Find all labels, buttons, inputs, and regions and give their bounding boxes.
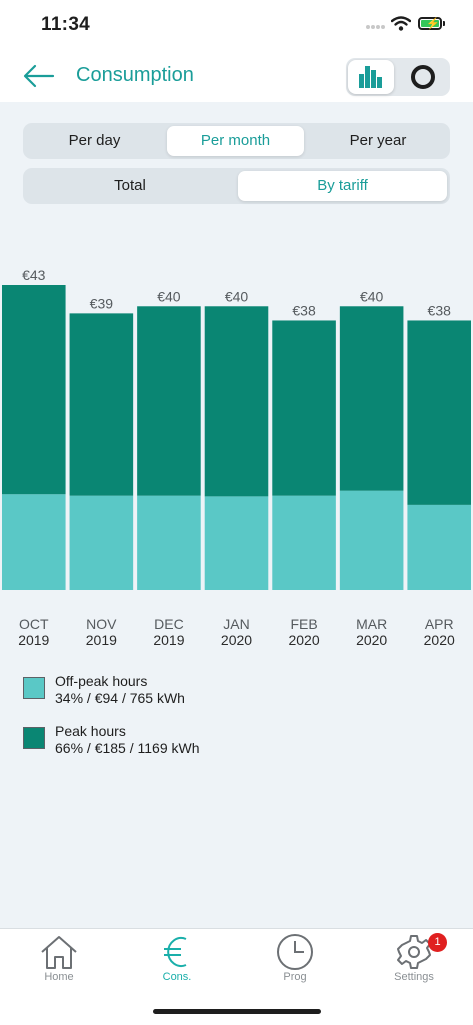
- x-tick-month: MAR: [356, 616, 387, 632]
- page-title: Consumption: [76, 64, 194, 86]
- battery-icon: ⚡: [418, 17, 442, 30]
- tab-total[interactable]: Total: [114, 177, 146, 194]
- back-arrow-icon[interactable]: [22, 63, 56, 89]
- mode-selector: Total By tariff: [23, 168, 450, 204]
- x-tick-year: 2020: [221, 632, 252, 648]
- bar-view-button[interactable]: [348, 60, 394, 94]
- off-peak-swatch: [23, 677, 45, 699]
- battery-cap: [443, 21, 445, 26]
- legend-off-peak-title: Off-peak hours: [55, 673, 148, 689]
- clock-icon: [277, 934, 313, 970]
- legend-peak-detail: 66% / €185 / 1169 kWh: [55, 740, 200, 756]
- euro-icon: [164, 937, 187, 967]
- bottom-tab-bar: Home Cons. Prog 1 Settings: [0, 928, 473, 1025]
- consumption-bar-chart: €43OCT2019€39NOV2019€40DEC2019€40JAN2020…: [2, 267, 471, 648]
- tab-cons-label: Cons.: [162, 971, 192, 983]
- bar-total-label: €38: [428, 302, 452, 318]
- status-bar: 11:34 ⚡: [0, 0, 473, 52]
- donut-chart-icon: [411, 65, 435, 89]
- bar-total-label: €38: [292, 302, 316, 318]
- bar-peak-nov[interactable]: [69, 313, 134, 496]
- tab-per-day[interactable]: Per day: [68, 132, 121, 149]
- peak-swatch: [23, 727, 45, 749]
- x-tick-month: JAN: [223, 616, 249, 632]
- bar-peak-dec[interactable]: [137, 306, 201, 496]
- x-tick-year: 2020: [424, 632, 455, 648]
- bar-total-label: €40: [225, 288, 249, 304]
- x-tick-month: NOV: [86, 616, 117, 632]
- x-tick-year: 2019: [18, 632, 49, 648]
- tab-per-year[interactable]: Per year: [349, 132, 407, 149]
- bar-peak-oct[interactable]: [2, 285, 66, 495]
- status-time: 11:34: [41, 14, 91, 35]
- bar-total-label: €40: [157, 288, 181, 304]
- period-selector: Per day Per month Per year: [23, 123, 450, 159]
- bar-peak-apr[interactable]: [407, 320, 471, 505]
- bar-off-peak-apr[interactable]: [407, 504, 471, 590]
- x-tick-month: FEB: [290, 616, 317, 632]
- tab-settings-label: Settings: [394, 971, 434, 983]
- bar-peak-jan[interactable]: [204, 306, 269, 497]
- tab-home[interactable]: Home: [0, 929, 118, 991]
- bar-peak-mar[interactable]: [339, 306, 404, 491]
- bar-off-peak-nov[interactable]: [69, 495, 134, 590]
- gear-icon: [397, 935, 431, 969]
- x-tick-year: 2020: [356, 632, 387, 648]
- legend-peak-title: Peak hours: [55, 723, 126, 739]
- tab-home-label: Home: [44, 971, 74, 983]
- bar-off-peak-mar[interactable]: [339, 490, 404, 590]
- x-tick-year: 2020: [288, 632, 319, 648]
- home-indicator: [153, 1009, 321, 1014]
- bar-total-label: €40: [360, 288, 384, 304]
- x-tick-month: DEC: [154, 616, 184, 632]
- tab-prog[interactable]: Prog: [236, 929, 354, 991]
- signal-icon: [366, 25, 386, 31]
- tab-per-month[interactable]: Per month: [167, 126, 304, 156]
- x-tick-month: OCT: [19, 616, 49, 632]
- bar-total-label: €43: [22, 267, 46, 283]
- settings-notification-badge: 1: [428, 933, 447, 952]
- bar-peak-feb[interactable]: [272, 320, 336, 496]
- app-header: Consumption: [0, 52, 473, 102]
- wifi-icon: [391, 16, 411, 31]
- tab-cons[interactable]: Cons.: [118, 929, 236, 991]
- chart-view-toggle: [346, 58, 450, 96]
- bar-total-label: €39: [90, 295, 114, 311]
- x-tick-year: 2019: [153, 632, 184, 648]
- bar-off-peak-feb[interactable]: [272, 495, 336, 590]
- bar-off-peak-jan[interactable]: [204, 496, 269, 590]
- x-tick-year: 2019: [86, 632, 117, 648]
- donut-view-button[interactable]: [400, 60, 446, 94]
- home-icon: [41, 936, 77, 969]
- tab-settings[interactable]: 1 Settings: [355, 929, 473, 991]
- x-tick-month: APR: [425, 616, 454, 632]
- bar-chart-icon: [359, 66, 382, 88]
- legend-off-peak-detail: 34% / €94 / 765 kWh: [55, 690, 185, 706]
- tab-by-tariff[interactable]: By tariff: [238, 171, 447, 201]
- bar-off-peak-oct[interactable]: [2, 494, 66, 590]
- bar-off-peak-dec[interactable]: [137, 495, 201, 590]
- tab-prog-label: Prog: [283, 971, 307, 983]
